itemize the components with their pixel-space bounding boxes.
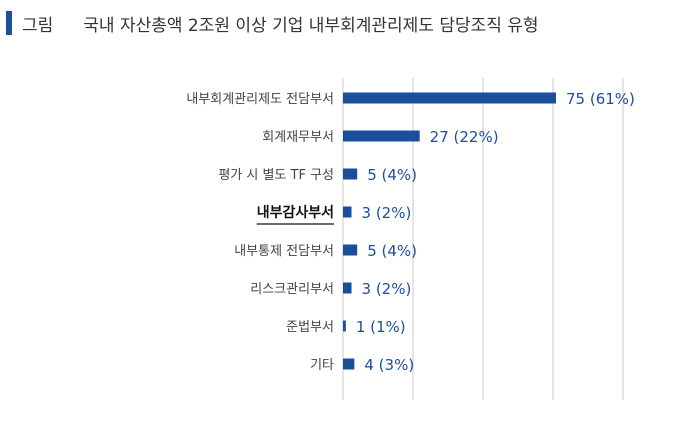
data-label: 3 (2%)	[362, 280, 412, 298]
category-label: 평가 시 별도 TF 구성	[218, 168, 334, 183]
data-label: 75 (61%)	[566, 90, 635, 108]
category-label: 리스크관리부서	[250, 282, 334, 297]
category-label: 회계재무부서	[262, 130, 334, 145]
bar	[343, 282, 352, 294]
category-label: 내부감사부서	[257, 204, 334, 221]
data-label: 5 (4%)	[367, 166, 417, 184]
bar	[343, 168, 358, 180]
title-accent-bar	[6, 11, 12, 35]
data-label: 4 (3%)	[364, 356, 414, 374]
bar	[343, 206, 352, 218]
category-label: 내부통제 전담부서	[234, 244, 334, 259]
data-label: 27 (22%)	[430, 128, 499, 146]
bar	[343, 358, 355, 370]
figure-label: 그림	[22, 15, 54, 36]
bar	[343, 130, 420, 142]
data-label: 5 (4%)	[367, 242, 417, 260]
figure-header: 그림 국내 자산총액 2조원 이상 기업 내부회계관리제도 담당조직 유형	[6, 8, 539, 38]
category-label: 기타	[310, 358, 334, 373]
data-label: 3 (2%)	[362, 204, 412, 222]
data-label: 1 (1%)	[356, 318, 406, 336]
bar	[343, 92, 556, 104]
category-label: 준법부서	[286, 320, 334, 335]
chart-title: 국내 자산총액 2조원 이상 기업 내부회계관리제도 담당조직 유형	[83, 15, 539, 36]
bar	[343, 320, 346, 332]
category-label: 내부회계관리제도 전담부서	[186, 92, 334, 107]
bar	[343, 244, 358, 256]
